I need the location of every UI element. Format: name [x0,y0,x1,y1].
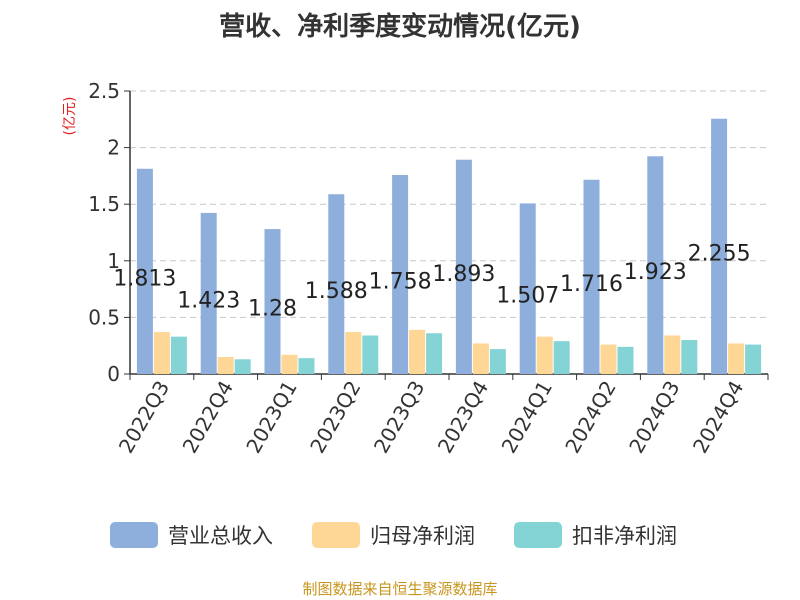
data-label: 1.813 [113,266,176,291]
data-label: 1.28 [248,297,297,322]
y-tick-label: 2 [107,136,120,160]
bar-3 [426,333,443,374]
bar-2 [600,344,617,374]
bar-3 [489,349,506,374]
bar-3 [362,335,379,374]
chart-title: 营收、净利季度变动情况(亿元) [219,12,581,42]
bar-3 [170,336,187,374]
x-tick-label: 2024Q4 [688,377,748,458]
bar-2 [281,354,298,374]
bar-3 [553,341,570,374]
bar-3 [681,340,698,374]
x-tick-label: 2024Q2 [560,377,620,458]
data-label: 1.423 [177,288,240,313]
data-label: 2.255 [688,241,751,266]
data-label: 1.758 [369,269,432,294]
y-tick-label: 2.5 [88,79,120,103]
x-tick-label: 2024Q3 [624,377,684,458]
bar-1 [583,179,600,374]
y-tick-label: 1 [107,249,120,273]
legend-label: 扣非净利润 [572,524,677,548]
bar-1 [200,212,217,374]
legend-label: 营业总收入 [168,524,273,548]
x-tick-label: 2023Q3 [369,377,429,458]
x-tick-label: 2022Q3 [114,377,174,458]
bar-1 [264,229,281,374]
bar-3 [298,358,315,374]
legend-swatch [110,522,158,548]
bar-2 [153,332,170,374]
x-tick-label: 2023Q2 [305,377,365,458]
bar-1 [711,118,728,374]
y-tick-label: 1.5 [88,192,120,216]
bar-2 [536,336,553,374]
legend-label: 归母净利润 [370,524,475,548]
bar-1 [328,194,345,374]
y-axis-label: (亿元) [62,97,78,136]
bar-2 [217,357,234,374]
bar-1 [455,159,472,374]
bar-2 [345,332,362,374]
legend-swatch [514,522,562,548]
y-tick-label: 0.5 [88,305,120,329]
data-label: 1.588 [305,279,368,304]
bar-1 [519,203,536,374]
bar-3 [617,346,634,374]
bar-2 [409,329,426,374]
bar-1 [392,174,409,374]
bar-2 [472,343,489,374]
legend-swatch [312,522,360,548]
x-tick-label: 2024Q1 [497,377,557,458]
data-label: 1.923 [624,260,687,285]
bar-1 [647,156,664,374]
data-label: 1.507 [496,284,559,309]
source-footer: 制图数据来自恒生聚源数据库 [302,580,498,598]
x-tick-label: 2023Q4 [433,377,493,458]
bar-2 [664,335,681,374]
data-label: 1.716 [560,272,623,297]
x-tick-label: 2023Q1 [241,377,301,458]
y-tick-label: 0 [107,362,120,386]
bar-3 [234,359,251,374]
x-tick-label: 2022Q4 [178,377,238,458]
bar-3 [745,344,762,374]
data-label: 1.893 [432,262,495,287]
bar-1 [136,168,153,374]
bar-2 [728,343,745,374]
